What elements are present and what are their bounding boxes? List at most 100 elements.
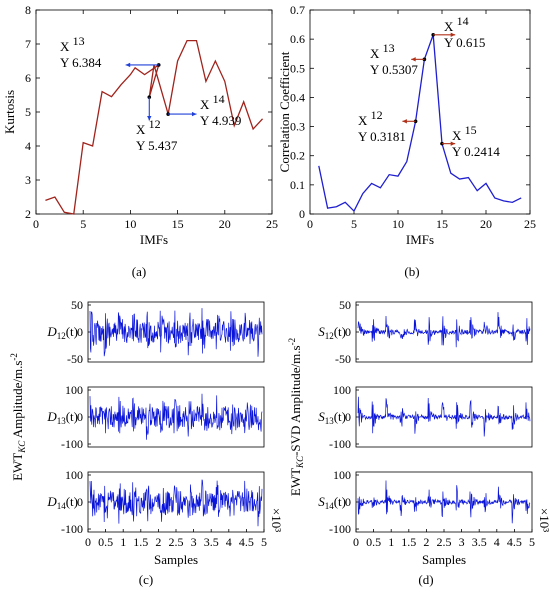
y-tick-label: 0.4 (290, 90, 305, 104)
x-tick-label: 4 (494, 535, 500, 549)
x-tick-label: 0 (307, 217, 313, 231)
datatip-y-label: Y 0.2414 (452, 144, 500, 159)
signal-trace (357, 480, 531, 524)
x-tick-label: 2 (155, 535, 161, 549)
y-axis-label: EWTKC-SVD Amplitude/m.s-2 (287, 338, 305, 496)
x-tick-label: 10 (392, 217, 404, 231)
datatip-arrowhead (191, 111, 197, 117)
x-tick-label: 0 (85, 535, 91, 549)
signal-subplot: 50 0 -50 S12(t) (318, 298, 533, 366)
x-tick-label: 5 (80, 217, 86, 231)
subplot-signal-name: S13(t) (318, 409, 346, 426)
x-tick-label: 0.5 (366, 535, 381, 549)
x-tick-label: 4.5 (239, 535, 254, 549)
x-tick-label: 10 (124, 217, 136, 231)
x-axis-label: Samples (154, 552, 198, 567)
x-tick-label: 25 (266, 217, 278, 231)
panel-d-svd-signals: 500-50S12(t)1000-100S13(t)1000-100S14(t)… (287, 298, 550, 567)
x-tick-label: 0 (353, 535, 359, 549)
datatip-x-label: X 14 (200, 92, 225, 112)
x-tick-label: 3.5 (472, 535, 487, 549)
x-multiplier-label: ×10³ (537, 508, 550, 532)
y-tick-label: -100 (61, 522, 83, 536)
x-tick-label: 0 (33, 217, 39, 231)
y-axis-label: EWTKC Amplitude/m.s-2 (9, 353, 27, 481)
y-axis-label: Kurtosis (2, 90, 17, 134)
x-tick-label: 1 (388, 535, 394, 549)
x-tick-label: 2.5 (169, 535, 184, 549)
caption-c: (c) (139, 572, 153, 587)
y-tick-label: 0.1 (290, 178, 305, 192)
x-tick-label: 3 (191, 535, 197, 549)
datatip-x-label: X 14 (444, 14, 469, 34)
x-axis-label: Samples (422, 552, 466, 567)
y-tick-label: 2 (25, 207, 31, 221)
x-tick-label: 4.5 (507, 535, 522, 549)
x-tick-label: 20 (219, 217, 231, 231)
x-tick-label: 5 (351, 217, 357, 231)
x-tick-label: 1 (120, 535, 126, 549)
x-tick-label: 4 (226, 535, 232, 549)
caption-d: (d) (418, 572, 433, 587)
y-tick-label: -50 (67, 352, 83, 366)
subplot-signal-name: S14(t) (318, 494, 346, 511)
y-tick-label: 8 (25, 3, 31, 17)
signal-trace (357, 396, 531, 437)
signal-trace (357, 312, 531, 348)
y-tick-label: -100 (329, 437, 351, 451)
y-tick-label: 5 (25, 105, 31, 119)
y-tick-label: 50 (71, 298, 83, 312)
subplot-signal-name: D13(t) (46, 409, 78, 426)
signal-trace (89, 479, 263, 527)
y-tick-label: 7 (25, 37, 31, 51)
y-tick-label: -50 (335, 352, 351, 366)
y-tick-label: 0 (345, 410, 351, 424)
x-tick-label: 3.5 (204, 535, 219, 549)
datatip-y-label: Y 6.384 (60, 55, 102, 70)
y-tick-label: 50 (339, 298, 351, 312)
datatip-x-label: X 12 (358, 108, 383, 128)
x-tick-label: 2.5 (437, 535, 452, 549)
y-tick-label: 0 (345, 495, 351, 509)
plot-frame (309, 9, 531, 215)
y-tick-label: 100 (333, 383, 351, 397)
signal-subplot: 50 0 -50 D12(t) (46, 298, 265, 366)
y-axis-label: Correlation Coefficient (277, 51, 292, 172)
subplot-signal-name: S12(t) (318, 324, 346, 341)
panel-b-correlation-chart: 0 5 10 15 20 25 0 0.1 0.2 0.3 0.4 0.5 0.6 0.7 IMFs Corr… (277, 3, 536, 247)
signal-subplot: 100 0 -100 D13(t) (46, 383, 265, 451)
y-tick-label: 100 (333, 468, 351, 482)
x-tick-label: 15 (436, 217, 448, 231)
subplot-signal-name: D14(t) (46, 494, 78, 511)
x-tick-label: 5 (529, 535, 535, 549)
datatip-x-label: X 15 (452, 123, 477, 143)
y-tick-label: 0.2 (290, 149, 305, 163)
datatip-arrowhead (402, 119, 407, 124)
x-tick-label: 1.5 (133, 535, 148, 549)
datatip-x-label: X 12 (136, 117, 161, 137)
x-tick-label: 15 (172, 217, 184, 231)
x-axis-label: IMFs (140, 232, 168, 247)
x-axis-label: IMFs (406, 232, 434, 247)
y-tick-label: 0 (77, 325, 83, 339)
y-tick-label: 6 (25, 71, 31, 85)
y-tick-label: 0.6 (290, 32, 305, 46)
signal-trace (89, 308, 263, 357)
series-line (45, 39, 264, 215)
datatip-x-label: X 13 (60, 34, 85, 54)
datatip-arrowhead (450, 32, 456, 37)
x-tick-label: 5 (261, 535, 267, 549)
signal-trace (89, 393, 263, 440)
datatip-y-label: Y 5.437 (136, 138, 178, 153)
y-tick-label: 0 (299, 207, 305, 221)
y-tick-label: 0.5 (290, 61, 305, 75)
datatip-y-label: Y 0.3181 (358, 129, 406, 144)
datatip-arrowhead (125, 62, 131, 68)
datatip-y-label: Y 0.5307 (370, 62, 418, 77)
datatip-arrowhead (450, 141, 456, 146)
datatip-y-label: Y 0.615 (444, 35, 485, 50)
datatip-y-label: Y 4.939 (200, 113, 241, 128)
datatip-x-label: X 13 (370, 41, 395, 61)
subplot-signal-name: D12(t) (46, 324, 78, 341)
